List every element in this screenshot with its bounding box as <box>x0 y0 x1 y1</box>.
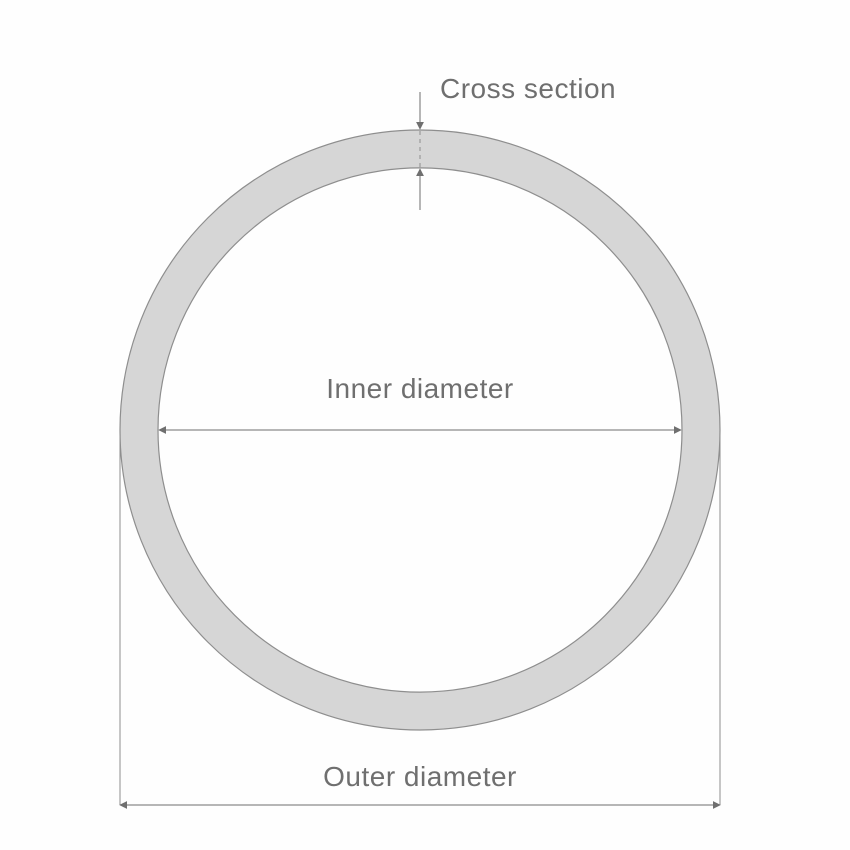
outer-diameter-label: Outer diameter <box>323 761 517 792</box>
cross-section-label: Cross section <box>440 73 616 104</box>
ring-dimension-diagram: Cross section Inner diameter Outer diame… <box>0 0 850 850</box>
inner-diameter-label: Inner diameter <box>326 373 514 404</box>
